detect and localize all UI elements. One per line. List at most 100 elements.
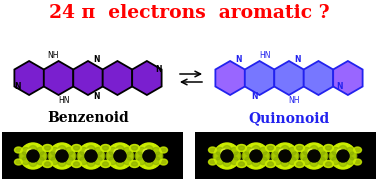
Circle shape [308,149,314,155]
Circle shape [27,150,39,162]
Circle shape [279,154,284,159]
Circle shape [90,150,95,155]
Circle shape [346,157,354,165]
Polygon shape [215,61,245,95]
Ellipse shape [132,146,138,150]
Circle shape [300,152,308,160]
Circle shape [19,152,27,160]
Circle shape [56,150,68,162]
Text: HN: HN [259,51,270,60]
Circle shape [252,157,257,162]
Circle shape [279,149,285,155]
Circle shape [216,157,224,165]
Circle shape [27,154,32,159]
Circle shape [223,159,231,167]
Circle shape [145,145,153,154]
Circle shape [221,150,233,162]
Circle shape [143,154,148,159]
Circle shape [143,150,155,162]
Ellipse shape [71,161,82,168]
Ellipse shape [239,146,245,150]
Circle shape [310,150,315,155]
Ellipse shape [325,146,332,150]
Ellipse shape [45,146,51,150]
Ellipse shape [324,145,333,152]
Circle shape [87,150,92,155]
Circle shape [138,157,146,165]
Circle shape [148,157,153,162]
Circle shape [301,143,327,169]
Circle shape [145,157,150,162]
Circle shape [29,157,34,162]
Circle shape [116,159,124,167]
Text: Benzenoid: Benzenoid [47,111,129,125]
Circle shape [119,157,124,162]
Circle shape [262,152,270,160]
Circle shape [152,147,160,155]
Circle shape [274,147,282,155]
Ellipse shape [265,145,276,152]
Text: N: N [14,82,20,91]
Circle shape [286,154,291,159]
Circle shape [87,145,95,154]
Circle shape [226,150,231,155]
Circle shape [145,159,153,167]
Polygon shape [103,61,132,95]
Polygon shape [132,61,162,95]
Circle shape [329,152,337,160]
Circle shape [78,143,104,169]
Circle shape [337,150,349,162]
Circle shape [213,152,221,160]
Ellipse shape [353,159,361,165]
Polygon shape [304,61,333,95]
Ellipse shape [71,145,82,152]
Ellipse shape [324,161,333,168]
Ellipse shape [102,146,108,150]
Text: NH: NH [288,96,300,105]
Circle shape [330,143,356,169]
Circle shape [257,154,262,159]
Circle shape [337,149,343,155]
Text: HN: HN [58,96,70,105]
Circle shape [65,157,73,165]
Circle shape [317,147,325,155]
Ellipse shape [101,161,110,168]
Circle shape [233,152,241,160]
Text: 24 π  electrons  aromatic ?: 24 π electrons aromatic ? [49,4,329,22]
Circle shape [106,152,114,160]
Circle shape [61,157,66,162]
Ellipse shape [294,161,305,168]
Circle shape [114,149,120,155]
Circle shape [226,157,231,162]
Circle shape [85,149,91,155]
Ellipse shape [130,145,139,152]
Circle shape [80,147,88,155]
Circle shape [252,159,260,167]
Circle shape [245,157,253,165]
Circle shape [310,159,318,167]
Circle shape [56,154,61,159]
Circle shape [317,157,325,165]
Circle shape [58,145,66,154]
Circle shape [252,150,257,155]
Circle shape [51,147,59,155]
Ellipse shape [42,145,53,152]
Circle shape [342,150,347,155]
Circle shape [284,157,289,162]
Circle shape [109,157,117,165]
Circle shape [138,147,146,155]
Circle shape [126,152,134,160]
Circle shape [342,157,347,162]
Circle shape [85,150,97,162]
Circle shape [87,159,95,167]
Circle shape [36,147,44,155]
Circle shape [284,150,289,155]
Ellipse shape [209,159,217,165]
Ellipse shape [73,162,79,166]
Circle shape [116,150,121,155]
Polygon shape [274,61,304,95]
Circle shape [274,157,282,165]
Ellipse shape [296,162,302,166]
Circle shape [87,157,92,162]
Circle shape [155,152,163,160]
